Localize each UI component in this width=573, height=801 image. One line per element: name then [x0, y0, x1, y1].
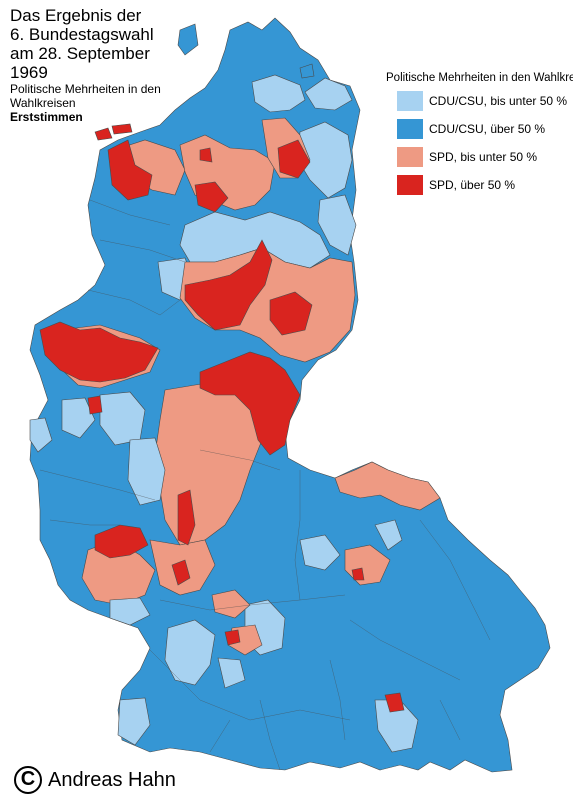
district [299, 534, 341, 571]
district [94, 127, 113, 141]
district [217, 657, 246, 689]
district [171, 559, 191, 586]
title-line: Das Ergebnis der [10, 6, 142, 25]
legend-label: CDU/CSU, über 50 % [429, 122, 546, 136]
district [164, 619, 216, 686]
district [94, 524, 149, 559]
title-line: 6. Bundestagswahl [10, 25, 154, 44]
district [87, 395, 103, 415]
legend-swatch [397, 147, 423, 167]
district [199, 147, 213, 163]
district [317, 194, 357, 256]
legend-swatch [397, 175, 423, 195]
district [107, 139, 153, 201]
legend-title: Politische Mehrheiten in den Wahlkreisen [386, 72, 573, 84]
district [374, 519, 403, 551]
district [39, 321, 159, 383]
district [177, 489, 196, 546]
copyright-text: Andreas Hahn [48, 769, 176, 791]
district [111, 123, 133, 135]
title-line: am 28. September [10, 44, 150, 63]
district-borders [39, 199, 491, 771]
subtitle-line: Politische Mehrheiten in den [10, 82, 161, 96]
district [299, 63, 315, 79]
legend-swatch [397, 91, 423, 111]
district [109, 597, 151, 626]
subtitle-bold: Erststimmen [10, 110, 83, 124]
district [224, 629, 241, 646]
subtitle-line: Wahlkreisen [10, 96, 76, 110]
district [277, 139, 311, 179]
district [29, 417, 53, 453]
title-line: 1969 [10, 63, 48, 82]
district [61, 397, 96, 439]
legend-swatch [397, 119, 423, 139]
district [177, 23, 199, 56]
district [184, 239, 273, 331]
district [194, 181, 229, 213]
copyright-icon: C [14, 766, 42, 794]
district [199, 351, 301, 456]
district [117, 697, 151, 746]
district [127, 437, 166, 506]
district [269, 291, 313, 336]
district [384, 692, 405, 713]
legend-label: SPD, bis unter 50 % [429, 150, 538, 164]
legend-label: SPD, über 50 % [429, 178, 516, 192]
district [251, 74, 306, 113]
district [304, 77, 353, 111]
district [211, 589, 251, 619]
district [351, 567, 365, 581]
legend-label: CDU/CSU, bis unter 50 % [429, 94, 568, 108]
district [334, 461, 441, 511]
